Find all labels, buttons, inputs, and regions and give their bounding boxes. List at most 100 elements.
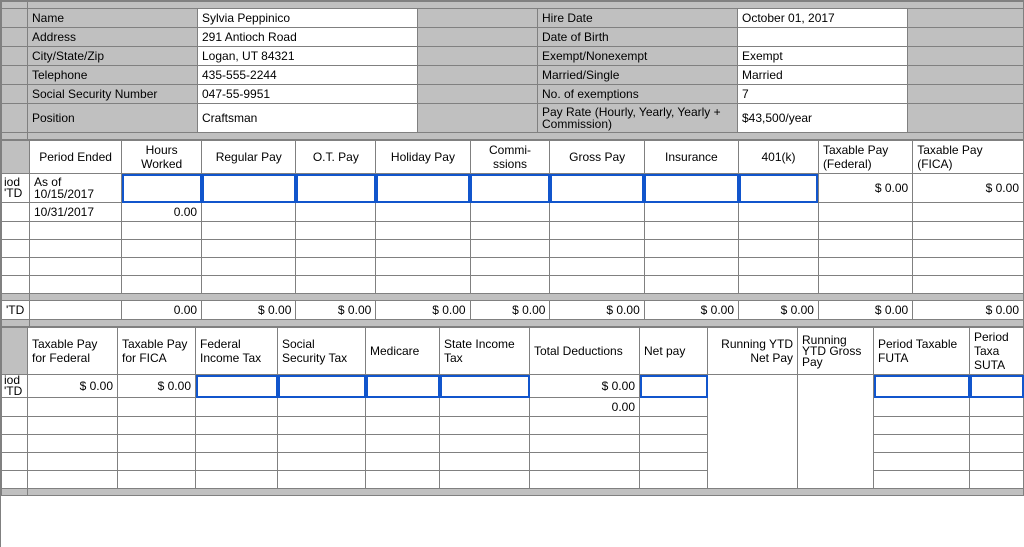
label-address: Address [28, 28, 198, 47]
cell[interactable] [122, 174, 202, 203]
rowlabel2-iod-ytd: iod'TD [2, 375, 28, 398]
hdr-insurance: Insurance [644, 141, 738, 174]
cell2-totded[interactable]: $ 0.00 [530, 375, 640, 398]
employee-info-table: Name Sylvia Peppinico Hire Date October … [1, 1, 1024, 140]
cell-merged[interactable] [708, 375, 798, 489]
cell[interactable] [278, 375, 366, 398]
cell[interactable] [739, 203, 819, 222]
cell-taxpay-fica[interactable]: $ 0.00 [913, 174, 1024, 203]
rowlabel-iod-ytd: iod'TD [2, 174, 30, 203]
ytd-regpay[interactable]: $ 0.00 [202, 301, 296, 320]
ytd-ins[interactable]: $ 0.00 [644, 301, 738, 320]
hdr-holiday-pay: Holiday Pay [376, 141, 470, 174]
label-exempt: Exempt/Nonexempt [538, 47, 738, 66]
label-name: Name [28, 9, 198, 28]
hdr-hours-worked: Hours Worked [122, 141, 202, 174]
hdr2-taxpay-fica: Taxable Pay for FICA [118, 328, 196, 375]
cell[interactable] [818, 203, 912, 222]
rowlabel-ytd: 'TD [2, 301, 30, 320]
hdr-period-ended: Period Ended [29, 141, 121, 174]
hdr-401k: 401(k) [739, 141, 819, 174]
cell[interactable] [644, 203, 738, 222]
cell[interactable] [739, 174, 819, 203]
ytd-taxfica[interactable]: $ 0.00 [913, 301, 1024, 320]
val-marital[interactable]: Married [738, 66, 908, 85]
cell[interactable] [470, 203, 550, 222]
hdr2-netpay: Net pay [640, 328, 708, 375]
cell[interactable] [550, 203, 644, 222]
val-dob[interactable] [738, 28, 908, 47]
hdr2-sstax: Social Security Tax [278, 328, 366, 375]
hdr2-totded: Total Deductions [530, 328, 640, 375]
rowlabel-asof: As of 10/15/2017 [29, 174, 121, 203]
cell[interactable] [970, 375, 1024, 398]
val-phone[interactable]: 435-555-2244 [198, 66, 418, 85]
cell-hours[interactable]: 0.00 [122, 203, 202, 222]
cell[interactable] [29, 301, 121, 320]
val-csz[interactable]: Logan, UT 84321 [198, 47, 418, 66]
cell[interactable] [874, 375, 970, 398]
cell-taxpay-fed[interactable]: $ 0.00 [818, 174, 912, 203]
val-numex[interactable]: 7 [738, 85, 908, 104]
hdr2-stateinc: State Income Tax [440, 328, 530, 375]
gutter [2, 9, 28, 28]
hdr-regular-pay: Regular Pay [202, 141, 296, 174]
val-address[interactable]: 291 Antioch Road [198, 28, 418, 47]
val-exempt[interactable]: Exempt [738, 47, 908, 66]
hdr2-fedinc: Federal Income Tax [196, 328, 278, 375]
cell[interactable] [550, 174, 644, 203]
cell[interactable] [440, 375, 530, 398]
val-position[interactable]: Craftsman [198, 104, 418, 133]
rowlabel-period1: 10/31/2017 [29, 203, 121, 222]
cell2-totded-p1[interactable]: 0.00 [530, 398, 640, 417]
val-hiredate[interactable]: October 01, 2017 [738, 9, 908, 28]
cell-merged[interactable] [798, 375, 874, 489]
hdr2-medicare: Medicare [366, 328, 440, 375]
hdr2-suta: Period Taxa SUTA [970, 328, 1024, 375]
cell[interactable] [470, 174, 550, 203]
label-payrate: Pay Rate (Hourly, Yearly, Yearly + Commi… [538, 104, 738, 133]
hdr-taxpay-fica: Taxable Pay (FICA) [913, 141, 1024, 174]
spacer [908, 9, 1024, 28]
hdr2-runytdnet: Running YTD Net Pay [708, 328, 798, 375]
payroll-table-2: Taxable Pay for Federal Taxable Pay for … [1, 327, 1024, 496]
label-hiredate: Hire Date [538, 9, 738, 28]
cell[interactable] [202, 203, 296, 222]
cell[interactable] [913, 203, 1024, 222]
cell[interactable] [376, 174, 470, 203]
hdr-taxpay-fed: Taxable Pay (Federal) [818, 141, 912, 174]
ytd-401k[interactable]: $ 0.00 [739, 301, 819, 320]
cell[interactable] [640, 375, 708, 398]
ytd-taxfed[interactable]: $ 0.00 [818, 301, 912, 320]
cell[interactable] [366, 375, 440, 398]
val-ssn[interactable]: 047-55-9951 [198, 85, 418, 104]
cell[interactable] [296, 174, 376, 203]
ytd-comm[interactable]: $ 0.00 [470, 301, 550, 320]
hdr-gross-pay: Gross Pay [550, 141, 644, 174]
payroll-table-1: Period Ended Hours Worked Regular Pay O.… [1, 140, 1024, 327]
cell2-taxfed[interactable]: $ 0.00 [28, 375, 118, 398]
label-dob: Date of Birth [538, 28, 738, 47]
cell[interactable] [296, 203, 376, 222]
spreadsheet: Name Sylvia Peppinico Hire Date October … [0, 0, 1024, 547]
val-name[interactable]: Sylvia Peppinico [198, 9, 418, 28]
ytd-hours[interactable]: 0.00 [122, 301, 202, 320]
label-ssn: Social Security Number [28, 85, 198, 104]
hdr2-taxpay-fed: Taxable Pay for Federal [28, 328, 118, 375]
label-phone: Telephone [28, 66, 198, 85]
cell[interactable] [376, 203, 470, 222]
ytd-gross[interactable]: $ 0.00 [550, 301, 644, 320]
val-payrate[interactable]: $43,500/year [738, 104, 908, 133]
hdr2-futa: Period Taxable FUTA [874, 328, 970, 375]
ytd-ot[interactable]: $ 0.00 [296, 301, 376, 320]
cell[interactable] [644, 174, 738, 203]
spacer [418, 9, 538, 28]
label-csz: City/State/Zip [28, 47, 198, 66]
cell2-taxfica[interactable]: $ 0.00 [118, 375, 196, 398]
cell[interactable] [196, 375, 278, 398]
hdr-commissions: Commi- ssions [470, 141, 550, 174]
ytd-holiday[interactable]: $ 0.00 [376, 301, 470, 320]
label-marital: Married/Single [538, 66, 738, 85]
label-position: Position [28, 104, 198, 133]
cell[interactable] [202, 174, 296, 203]
